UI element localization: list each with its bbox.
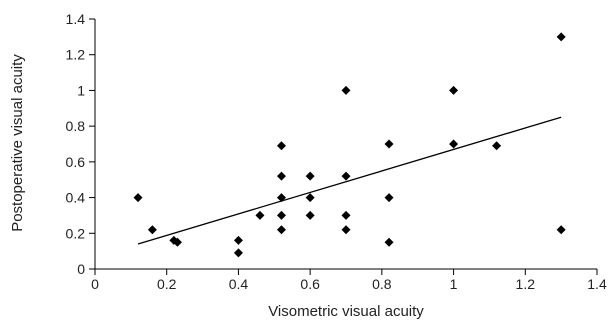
data-point-diamond — [384, 139, 394, 149]
data-point-diamond — [255, 210, 265, 220]
axes: 0 0.2 0.4 0.6 0.8 1 1.2 1.4 0 0.2 0.4 0.6 0.8 1 1.2 1.4 — [66, 11, 607, 292]
trendline — [137, 116, 562, 245]
data-point-diamond — [233, 235, 243, 245]
data-point-diamond — [341, 225, 351, 235]
data-point-diamond — [276, 171, 286, 181]
x-tick-label: 0.8 — [372, 276, 392, 292]
y-tick-label: 0.4 — [66, 190, 86, 206]
data-point-diamond — [305, 171, 315, 181]
data-point-diamond — [341, 85, 351, 95]
data-point-diamond — [384, 193, 394, 203]
data-point-diamond — [492, 141, 502, 151]
x-tick-label: 1 — [450, 276, 458, 292]
data-point-diamond — [449, 139, 459, 149]
data-point-diamond — [276, 141, 286, 151]
x-tick-label: 0.2 — [157, 276, 177, 292]
y-tick-label: 1 — [77, 82, 85, 98]
data-point-diamond — [147, 225, 157, 235]
trendline-group — [137, 116, 562, 245]
y-tick-label: 1.4 — [66, 11, 86, 27]
data-point-diamond — [556, 32, 566, 42]
data-points — [133, 32, 566, 258]
x-tick-label: 1.2 — [516, 276, 536, 292]
y-tick-label: 0.2 — [66, 225, 86, 241]
x-tick-label: 0.6 — [300, 276, 320, 292]
x-axis-title: Visometric visual acuity — [268, 303, 424, 320]
y-tick-label: 0.6 — [66, 154, 86, 170]
data-point-diamond — [233, 248, 243, 258]
data-point-diamond — [276, 193, 286, 203]
data-point-diamond — [305, 193, 315, 203]
x-tick-label: 0 — [91, 276, 99, 292]
y-tick-label: 0 — [77, 261, 85, 277]
data-point-diamond — [172, 237, 182, 247]
data-point-diamond — [133, 193, 143, 203]
x-tick-label: 1.4 — [587, 276, 607, 292]
y-tick-label: 0.8 — [66, 118, 86, 134]
data-point-diamond — [276, 210, 286, 220]
data-point-diamond — [556, 225, 566, 235]
y-tick-label: 1.2 — [66, 47, 86, 63]
data-point-diamond — [341, 171, 351, 181]
data-point-diamond — [276, 225, 286, 235]
data-point-diamond — [384, 237, 394, 247]
data-point-diamond — [449, 85, 459, 95]
x-tick-label: 0.4 — [229, 276, 249, 292]
data-point-diamond — [305, 210, 315, 220]
y-axis-title: Postoperative visual acuity — [9, 54, 26, 232]
data-point-diamond — [341, 210, 351, 220]
